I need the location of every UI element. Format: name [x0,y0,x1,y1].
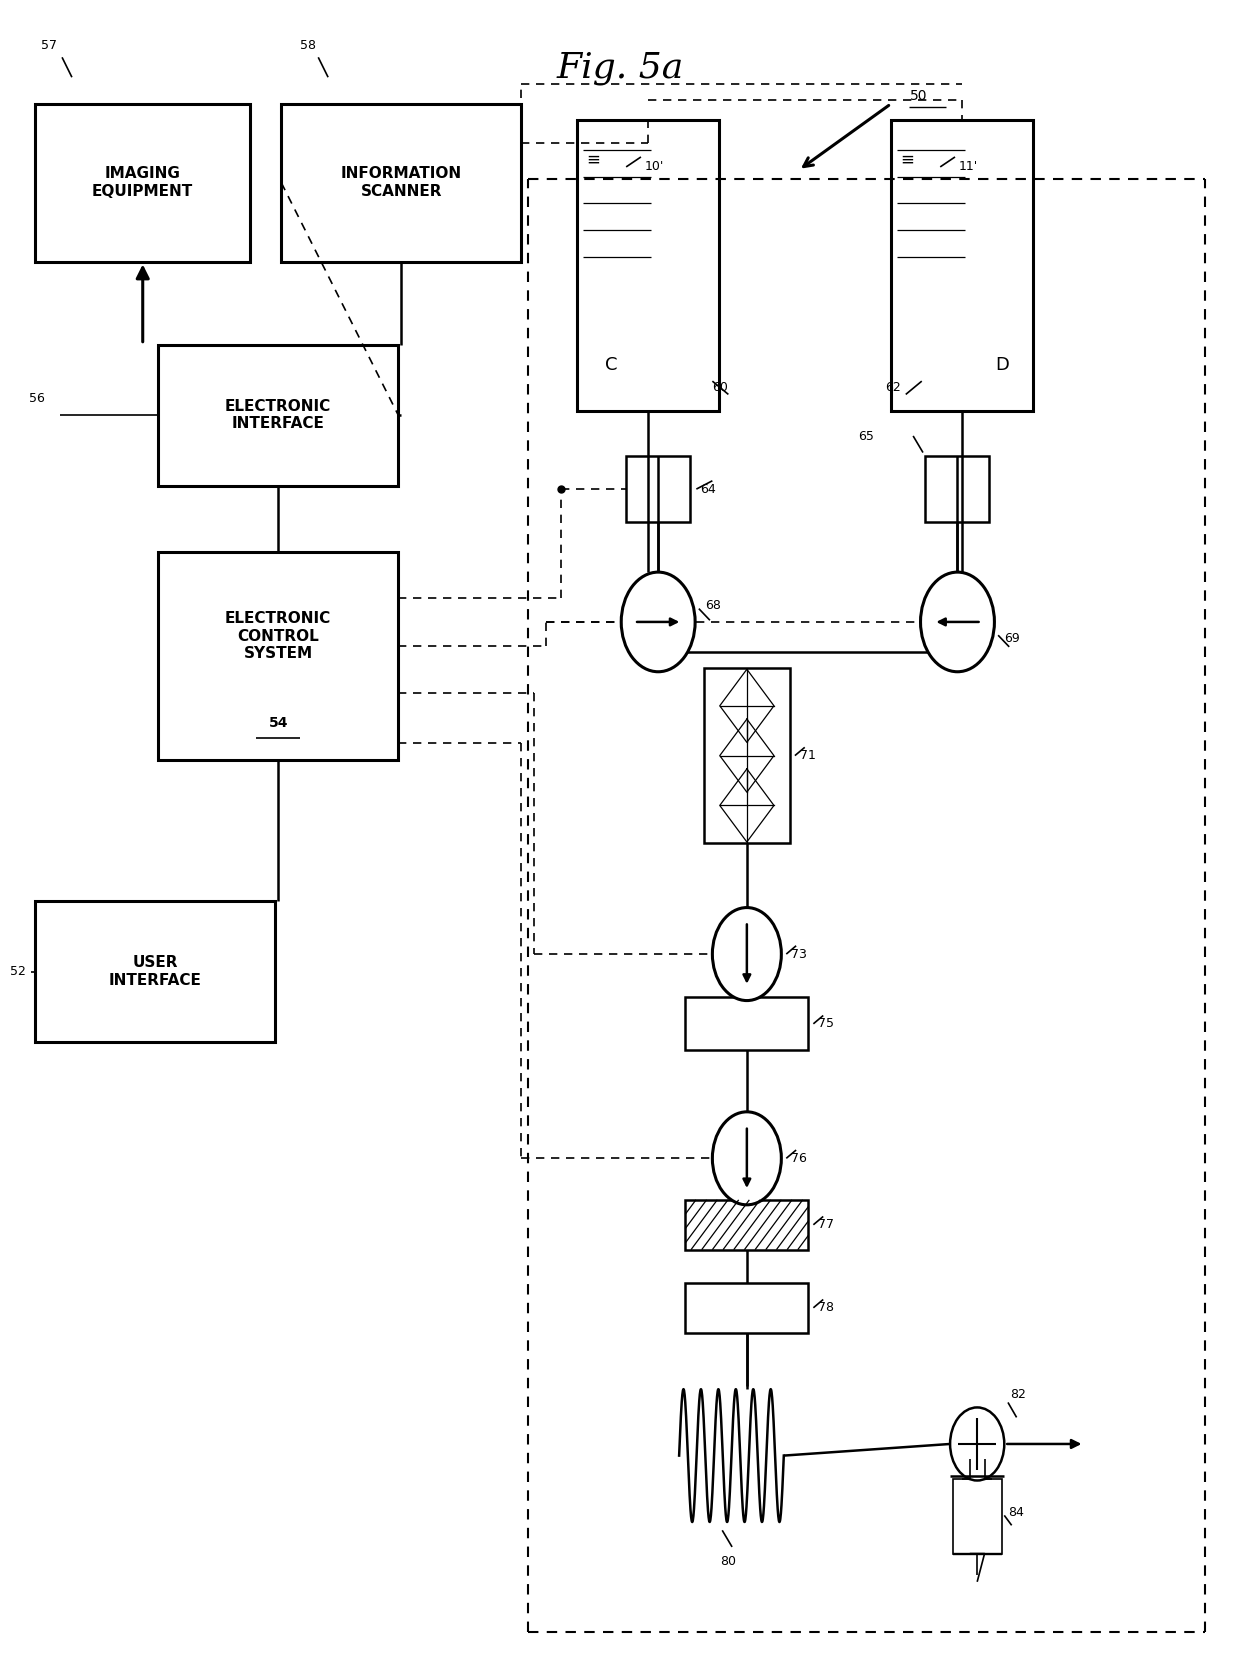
FancyBboxPatch shape [577,120,718,411]
Text: 10': 10' [645,160,663,174]
Text: 64: 64 [701,482,715,496]
Text: 69: 69 [1004,633,1021,644]
Circle shape [712,908,781,1001]
Text: 52: 52 [10,965,26,978]
Text: 78: 78 [818,1302,835,1314]
FancyBboxPatch shape [686,1283,808,1334]
Text: 77: 77 [818,1218,835,1232]
Text: Fig. 5a: Fig. 5a [557,50,683,85]
Text: 80: 80 [720,1556,737,1569]
Text: 84: 84 [1008,1505,1024,1519]
Text: 54: 54 [269,716,288,729]
Circle shape [950,1407,1004,1480]
Text: ≡: ≡ [587,150,600,169]
Text: 65: 65 [858,429,874,442]
Text: 58: 58 [300,38,316,52]
Text: 71: 71 [800,749,816,763]
Circle shape [621,572,696,671]
FancyBboxPatch shape [159,344,398,486]
FancyBboxPatch shape [952,1479,1002,1554]
Text: 75: 75 [818,1018,835,1030]
FancyBboxPatch shape [925,456,990,522]
FancyBboxPatch shape [892,120,1033,411]
Text: 57: 57 [41,38,57,52]
Text: 82: 82 [1011,1387,1027,1400]
FancyBboxPatch shape [626,456,691,522]
Text: INFORMATION
SCANNER: INFORMATION SCANNER [341,167,463,199]
Text: ≡: ≡ [900,150,914,169]
Text: USER
INTERFACE: USER INTERFACE [109,955,201,988]
Text: 68: 68 [706,599,720,613]
FancyBboxPatch shape [704,668,790,843]
Text: D: D [994,357,1009,374]
Text: 62: 62 [885,382,900,394]
FancyBboxPatch shape [686,998,808,1050]
FancyBboxPatch shape [281,103,522,262]
Text: 56: 56 [29,392,45,406]
Text: C: C [605,357,618,374]
Text: 73: 73 [791,948,807,961]
Text: IMAGING
EQUIPMENT: IMAGING EQUIPMENT [92,167,193,199]
Text: 76: 76 [791,1152,807,1165]
Text: ELECTRONIC
CONTROL
SYSTEM: ELECTRONIC CONTROL SYSTEM [226,611,331,661]
FancyBboxPatch shape [35,901,275,1041]
FancyBboxPatch shape [686,1200,808,1250]
FancyBboxPatch shape [35,103,250,262]
Text: 50: 50 [909,88,928,102]
Circle shape [712,1112,781,1205]
FancyBboxPatch shape [159,552,398,759]
Text: 11': 11' [959,160,978,174]
Text: 60: 60 [712,382,728,394]
Circle shape [920,572,994,671]
Text: ELECTRONIC
INTERFACE: ELECTRONIC INTERFACE [226,399,331,431]
